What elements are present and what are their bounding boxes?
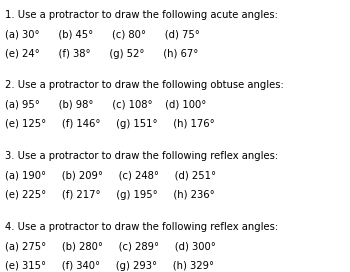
Text: 1. Use a protractor to draw the following acute angles:: 1. Use a protractor to draw the followin… — [5, 10, 278, 20]
Text: 2. Use a protractor to draw the following obtuse angles:: 2. Use a protractor to draw the followin… — [5, 80, 284, 90]
Text: (e) 315°     (f) 340°     (g) 293°     (h) 329°: (e) 315° (f) 340° (g) 293° (h) 329° — [5, 261, 214, 271]
Text: (e) 225°     (f) 217°     (g) 195°     (h) 236°: (e) 225° (f) 217° (g) 195° (h) 236° — [5, 190, 215, 200]
Text: (a) 30°      (b) 45°      (c) 80°      (d) 75°: (a) 30° (b) 45° (c) 80° (d) 75° — [5, 29, 200, 39]
Text: 4. Use a protractor to draw the following reflex angles:: 4. Use a protractor to draw the followin… — [5, 222, 278, 232]
Text: (e) 24°      (f) 38°      (g) 52°      (h) 67°: (e) 24° (f) 38° (g) 52° (h) 67° — [5, 49, 199, 59]
Text: (a) 95°      (b) 98°      (c) 108°    (d) 100°: (a) 95° (b) 98° (c) 108° (d) 100° — [5, 100, 206, 110]
Text: (e) 125°     (f) 146°     (g) 151°     (h) 176°: (e) 125° (f) 146° (g) 151° (h) 176° — [5, 119, 215, 129]
Text: 3. Use a protractor to draw the following reflex angles:: 3. Use a protractor to draw the followin… — [5, 151, 278, 161]
Text: (a) 275°     (b) 280°     (c) 289°     (d) 300°: (a) 275° (b) 280° (c) 289° (d) 300° — [5, 241, 216, 251]
Text: (a) 190°     (b) 209°     (c) 248°     (d) 251°: (a) 190° (b) 209° (c) 248° (d) 251° — [5, 171, 216, 181]
